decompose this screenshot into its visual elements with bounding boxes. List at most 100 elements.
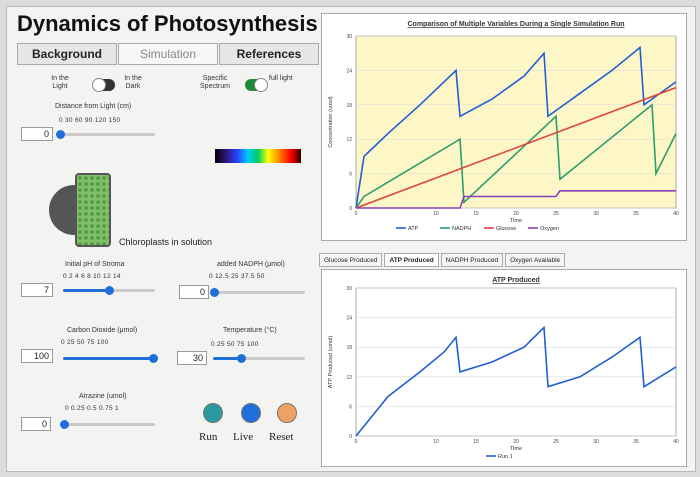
graph-tab-bar: Glucose Produced ATP Produced NADPH Prod… <box>319 253 567 267</box>
tab-background[interactable]: Background <box>17 43 117 65</box>
tab-nadph-produced[interactable]: NADPH Produced <box>440 253 504 267</box>
series-line-atp <box>355 45 677 209</box>
x-tick-label: 0 <box>355 439 358 445</box>
reset-label: Reset <box>269 431 294 443</box>
atrazine-label: Atrazine (umol) <box>79 393 127 400</box>
nadph-label: added NADPH (μmol) <box>217 261 285 268</box>
y-tick-label: 0 <box>349 206 352 212</box>
x-tick-label: 35 <box>633 211 639 217</box>
legend-entry: Run 1 <box>498 454 513 460</box>
slider-thumb[interactable] <box>149 354 158 363</box>
y-tick-label: 6 <box>349 172 352 178</box>
x-axis-label: Time <box>510 446 522 452</box>
nadph-slider[interactable] <box>210 288 305 297</box>
chart-title: Comparison of Multiple Variables During … <box>407 21 624 28</box>
y-tick-label: 24 <box>346 68 352 74</box>
full-light-label: full light <box>269 75 293 82</box>
x-tick-label: 0 <box>355 211 358 217</box>
in-the-dark-label: In the Dark <box>124 75 142 90</box>
distance-slider[interactable] <box>56 130 155 139</box>
atp-produced-chart: ATP Produced 30 24 18 12 6 0 0 10 15 20 25 30 35 40 Tim… <box>321 269 687 467</box>
ph-input[interactable]: 7 <box>21 283 53 297</box>
y-tick-label: 30 <box>346 286 352 292</box>
nadph-ticks: 0 12.5 25 37.5 50 <box>209 273 265 280</box>
y-tick-label: 24 <box>346 316 352 322</box>
x-axis-label: Time <box>510 218 522 224</box>
slider-thumb[interactable] <box>210 288 219 297</box>
legend-entry: ATP <box>408 226 419 232</box>
series-line-run-1 <box>355 325 677 437</box>
run-label: Run <box>199 431 218 443</box>
reset-button[interactable] <box>277 403 297 423</box>
atrazine-ticks: 0 0.25 0.5 0.75 1 <box>65 405 119 412</box>
x-tick-label: 15 <box>473 211 479 217</box>
legend-entry: Glucose <box>496 226 516 232</box>
chloroplast-tube-icon <box>75 173 111 247</box>
distance-input[interactable]: 0 <box>21 127 53 141</box>
light-dark-toggle[interactable] <box>92 78 115 92</box>
in-the-light-label: In the Light <box>51 75 69 90</box>
specific-spectrum-label: Specific Spectrum <box>200 75 230 90</box>
x-tick-label: 20 <box>513 439 519 445</box>
slider-thumb[interactable] <box>237 354 246 363</box>
y-tick-label: 18 <box>346 103 352 109</box>
y-axis-label: Concentration (umol) <box>328 96 334 148</box>
x-tick-label: 40 <box>673 211 679 217</box>
plot-area <box>355 35 677 209</box>
y-tick-label: 12 <box>346 137 352 143</box>
x-tick-label: 25 <box>553 439 559 445</box>
y-tick-label: 6 <box>349 404 352 410</box>
spectrum-toggle[interactable] <box>245 78 268 92</box>
plot-area <box>355 287 677 437</box>
distance-label: Distance from Light (cm) <box>55 103 132 110</box>
ph-ticks: 0 2 4 6 8 10 12 14 <box>63 273 121 280</box>
temperature-ticks: 0 25 50 75 100 <box>211 341 259 348</box>
comparison-chart: Comparison of Multiple Variables During … <box>321 13 687 241</box>
co2-label: Carbon Dioxide (μmol) <box>67 327 138 334</box>
nadph-input[interactable]: 0 <box>179 285 209 299</box>
y-tick-label: 18 <box>346 345 352 351</box>
toggle-knob <box>254 78 268 92</box>
comparison-chart-svg: Comparison of Multiple Variables During … <box>328 21 679 232</box>
y-tick-label: 30 <box>346 34 352 40</box>
co2-input[interactable]: 100 <box>21 349 53 363</box>
ph-label: Initial pH of Stroma <box>65 261 125 268</box>
atp-produced-chart-svg: ATP Produced 30 24 18 12 6 00 10 15 20 25 30 35 40 Tim… <box>328 277 679 460</box>
tab-oxygen-available[interactable]: Oxygen Available <box>505 253 566 267</box>
x-tick-label: 30 <box>593 211 599 217</box>
chloroplasts-caption: Chloroplasts in solution <box>119 237 213 247</box>
series-line-nadph <box>355 103 677 209</box>
app-window: Dynamics of Photosynthesis Background Si… <box>6 6 696 472</box>
atrazine-slider[interactable] <box>60 420 155 429</box>
slider-thumb[interactable] <box>60 420 69 429</box>
temperature-slider[interactable] <box>213 354 305 363</box>
x-tick-label: 25 <box>553 211 559 217</box>
live-button[interactable] <box>241 403 261 423</box>
x-tick-label: 10 <box>433 439 439 445</box>
y-tick-label: 0 <box>349 434 352 440</box>
legend-entry: Oxygen <box>540 226 559 232</box>
co2-slider[interactable] <box>63 354 158 363</box>
temperature-input[interactable]: 30 <box>177 351 207 365</box>
atrazine-input[interactable]: 0 <box>21 417 51 431</box>
co2-ticks: 0 25 50 75 100 <box>61 339 109 346</box>
page-title: Dynamics of Photosynthesis <box>17 11 318 36</box>
run-button[interactable] <box>203 403 223 423</box>
tab-references[interactable]: References <box>219 43 319 65</box>
ph-slider[interactable] <box>63 286 155 295</box>
x-tick-label: 20 <box>513 211 519 217</box>
tab-atp-produced[interactable]: ATP Produced <box>384 253 439 267</box>
slider-thumb[interactable] <box>105 286 114 295</box>
y-axis-label: ATP Produced (umol) <box>328 336 334 389</box>
x-tick-label: 15 <box>473 439 479 445</box>
slider-thumb[interactable] <box>56 130 65 139</box>
toggle-knob <box>92 78 106 92</box>
legend-entry: NADPH <box>452 226 471 232</box>
y-tick-label: 12 <box>346 375 352 381</box>
light-spectrum-bar <box>215 149 301 163</box>
x-tick-label: 40 <box>673 439 679 445</box>
tab-bar: Background Simulation References <box>17 43 320 65</box>
tab-simulation[interactable]: Simulation <box>118 43 218 65</box>
chart-title: ATP Produced <box>492 277 540 284</box>
tab-glucose-produced[interactable]: Glucose Produced <box>319 253 383 267</box>
